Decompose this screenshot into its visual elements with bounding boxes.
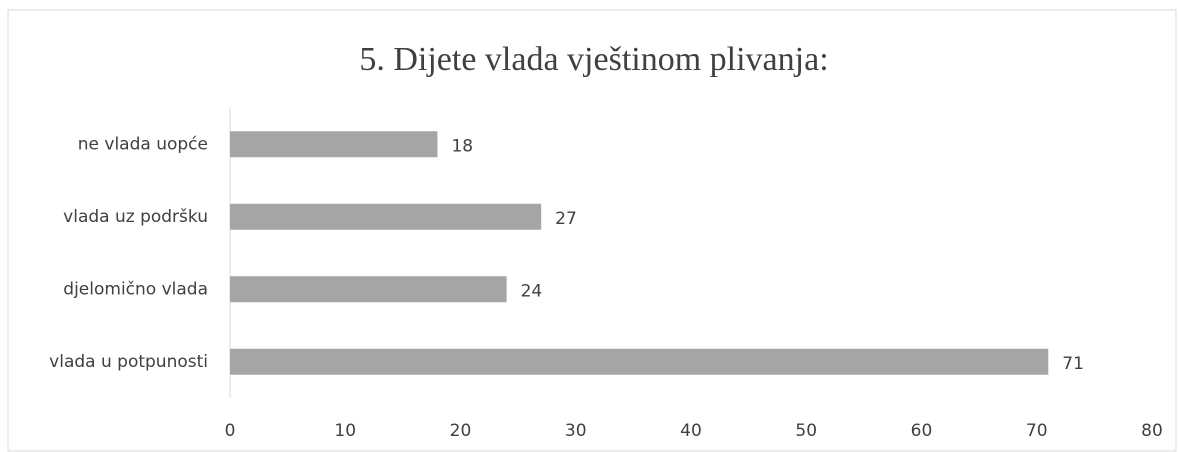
y-tick-label: vlada u potpunosti (49, 352, 208, 372)
x-tick-label: 40 (680, 421, 702, 441)
x-tick-label: 20 (450, 421, 472, 441)
y-tick-label: vlada uz podršku (63, 207, 208, 227)
bar (230, 203, 542, 230)
chart-title: 5. Dijete vlada vještinom plivanja: (359, 41, 828, 78)
value-label: 24 (521, 281, 543, 301)
y-tick-label: ne vlada uopće (78, 134, 208, 154)
bar (230, 276, 507, 303)
x-tick-label: 80 (1141, 421, 1163, 441)
value-label: 71 (1062, 354, 1084, 374)
bar (230, 348, 1049, 375)
chart-border (7, 9, 1177, 452)
value-label: 18 (451, 136, 473, 156)
x-tick-label: 60 (911, 421, 933, 441)
x-tick-label: 10 (334, 421, 356, 441)
bar (230, 131, 438, 158)
x-tick-label: 0 (225, 421, 236, 441)
y-tick-label: djelomično vlada (63, 279, 208, 299)
value-label: 27 (555, 209, 577, 229)
x-tick-label: 50 (795, 421, 817, 441)
x-tick-label: 70 (1026, 421, 1048, 441)
x-tick-label: 30 (565, 421, 587, 441)
